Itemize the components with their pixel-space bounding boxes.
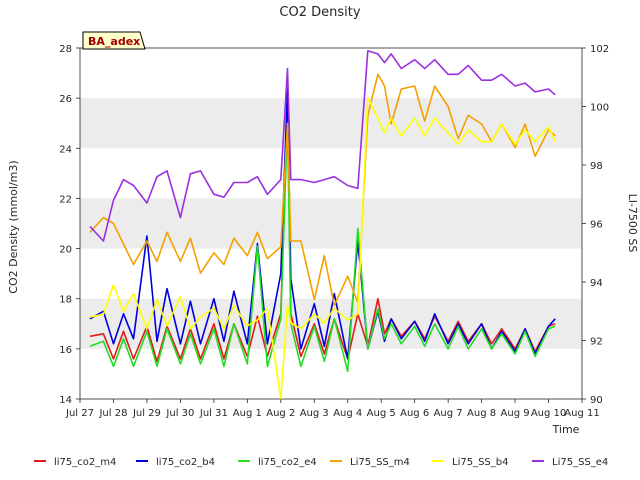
legend-label: Li75_SS_e4 [552, 457, 608, 468]
legend-item: li75_co2_m4 [34, 457, 116, 468]
x-tick-label: Aug 8 [467, 408, 496, 419]
x-tick-label: Jul 27 [65, 408, 94, 419]
x-tick-label: Jul 30 [165, 408, 194, 419]
x-tick-label: Jul 28 [98, 408, 127, 419]
y-tick-label: 28 [59, 44, 72, 55]
x-tick-label: Aug 2 [266, 408, 295, 419]
x-tick-label: Aug 10 [531, 408, 566, 419]
y-tick-label: 24 [59, 144, 72, 155]
y-tick-label: 16 [59, 345, 72, 356]
series-line-li75-ss-b4 [89, 96, 556, 400]
x-tick-label: Aug 6 [400, 408, 429, 419]
x-tick-label: Aug 1 [233, 408, 262, 419]
y-right-tick-label: 90 [590, 395, 603, 406]
x-tick-label: Aug 9 [501, 408, 530, 419]
y-tick-label: 20 [59, 245, 72, 256]
x-tick-label: Aug 5 [367, 408, 396, 419]
x-axis-label: Time [552, 423, 580, 436]
x-tick-label: Aug 11 [564, 408, 599, 419]
chart-title: CO2 Density [279, 5, 360, 20]
x-tick-label: Aug 4 [333, 408, 362, 419]
y-tick-label: 22 [59, 194, 72, 205]
legend-label: li75_co2_m4 [54, 457, 116, 468]
grid-band [80, 98, 582, 149]
y-tick-label: 18 [59, 295, 72, 306]
series-line-li75-ss-e4 [89, 50, 556, 242]
legend-label: li75_co2_b4 [156, 457, 215, 468]
legend-label: li75_co2_e4 [258, 457, 317, 468]
legend-item: Li75_SS_m4 [330, 457, 410, 468]
y-right-tick-label: 94 [590, 278, 603, 289]
axes: Jul 27 Jul 28 Jul 29 Jul 30 Jul 31 Aug 1 Aug 2… [59, 44, 609, 419]
y-axis-right-label: LI-7500 SS [626, 194, 639, 253]
x-tick-label: Aug 7 [434, 408, 463, 419]
series-line-li75-co2-b4 [89, 87, 556, 360]
badge-label: BA_adex [88, 35, 140, 48]
y-right-tick-label: 98 [590, 161, 603, 172]
legend-label: Li75_SS_b4 [452, 457, 508, 468]
y-axis-label: CO2 Density (mmol/m3) [7, 160, 20, 293]
series-line-li75-ss-m4 [89, 73, 556, 307]
legend-item: li75_co2_b4 [136, 457, 215, 468]
y-right-tick-label: 96 [590, 220, 603, 231]
legend-item: Li75_SS_b4 [432, 457, 508, 468]
grid-band [80, 198, 582, 249]
x-tick-label: Jul 29 [132, 408, 161, 419]
legend-item: Li75_SS_e4 [532, 457, 608, 468]
station-badge: BA_adex [82, 31, 146, 50]
y-tick-label: 14 [59, 395, 72, 406]
y-right-tick-label: 100 [590, 103, 609, 114]
series-layer [89, 50, 556, 400]
badge-box [82, 31, 146, 50]
y-tick-label: 26 [59, 94, 72, 105]
x-tick-label: Aug 3 [300, 408, 329, 419]
legend: li75_co2_m4 li75_co2_b4 li75_co2_e4 Li75_SS… [34, 457, 608, 468]
legend-label: Li75_SS_m4 [350, 457, 410, 468]
y-right-tick-label: 102 [590, 44, 609, 55]
x-tick-label: Jul 31 [199, 408, 228, 419]
y-right-tick-label: 92 [590, 337, 603, 348]
legend-item: li75_co2_e4 [238, 457, 317, 468]
series-line-li75-co2-e4 [89, 122, 556, 373]
